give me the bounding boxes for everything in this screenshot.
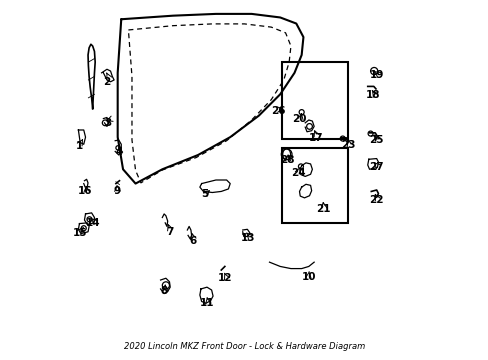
Text: 19: 19 (369, 70, 383, 80)
Bar (282, 62, 347, 139)
Text: 14: 14 (85, 218, 100, 228)
Text: 23: 23 (340, 140, 355, 150)
Text: 27: 27 (368, 162, 383, 172)
Text: 1: 1 (76, 141, 83, 151)
Text: 26: 26 (271, 107, 285, 116)
Text: 20: 20 (292, 113, 306, 123)
Text: 22: 22 (368, 195, 383, 204)
Text: 6: 6 (189, 236, 196, 246)
Text: 7: 7 (165, 227, 173, 237)
Text: 11: 11 (199, 298, 214, 308)
Text: 13: 13 (240, 233, 255, 243)
Text: 12: 12 (217, 273, 232, 283)
Text: 18: 18 (365, 90, 380, 100)
Text: 28: 28 (280, 156, 294, 165)
Text: 24: 24 (290, 168, 305, 178)
Text: 25: 25 (368, 135, 383, 145)
Text: 10: 10 (301, 272, 315, 282)
Text: 4: 4 (115, 147, 122, 157)
Text: 17: 17 (308, 133, 323, 143)
Text: 21: 21 (315, 204, 330, 214)
Text: 9: 9 (113, 186, 120, 197)
Text: 16: 16 (78, 186, 93, 197)
Text: 8: 8 (160, 287, 167, 296)
Text: 3: 3 (104, 118, 111, 128)
Bar (282, 148, 347, 223)
Text: 5: 5 (201, 189, 208, 199)
Text: 2020 Lincoln MKZ Front Door - Lock & Hardware Diagram: 2020 Lincoln MKZ Front Door - Lock & Har… (123, 342, 365, 351)
Text: 15: 15 (73, 228, 87, 238)
Text: 2: 2 (103, 77, 110, 87)
